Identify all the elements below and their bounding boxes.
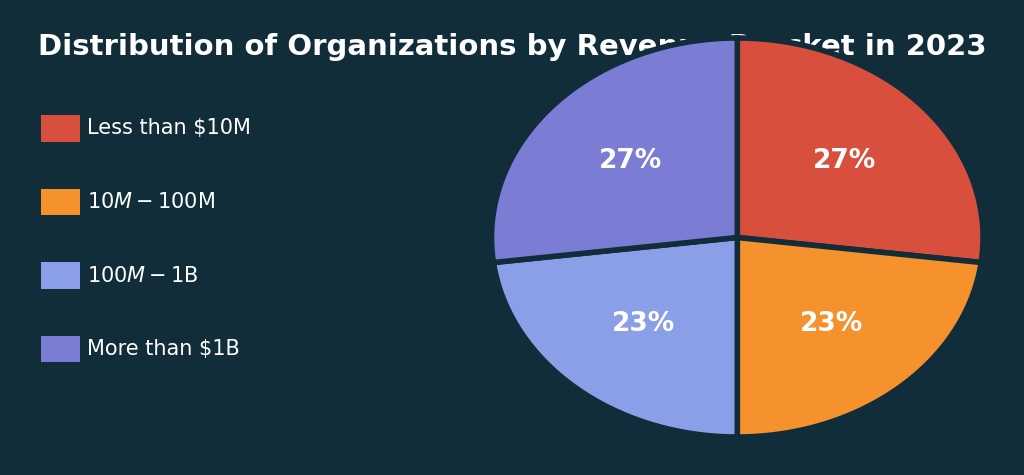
FancyBboxPatch shape [41, 115, 80, 142]
Polygon shape [494, 238, 737, 437]
Text: $10M - $100M: $10M - $100M [87, 192, 215, 212]
Text: 23%: 23% [800, 311, 863, 337]
Text: 23%: 23% [611, 311, 675, 337]
FancyBboxPatch shape [41, 189, 80, 215]
Text: More than $1B: More than $1B [87, 339, 240, 359]
Polygon shape [737, 38, 983, 263]
Polygon shape [737, 238, 981, 437]
Text: Distribution of Organizations by Revenue Bracket in 2023: Distribution of Organizations by Revenue… [38, 33, 986, 61]
Text: $100M - $1B: $100M - $1B [87, 266, 199, 285]
FancyBboxPatch shape [41, 336, 80, 362]
Text: 27%: 27% [599, 148, 662, 174]
Text: 27%: 27% [813, 148, 876, 174]
Text: Less than $10M: Less than $10M [87, 118, 251, 138]
Polygon shape [492, 38, 737, 263]
FancyBboxPatch shape [41, 262, 80, 289]
